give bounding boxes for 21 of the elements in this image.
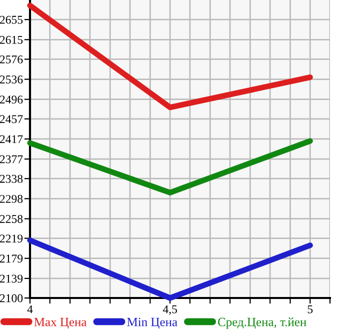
x-tick-label: 4	[27, 305, 33, 314]
y-tick-label: 2179	[0, 254, 23, 263]
x-tick-label: 4,5	[162, 305, 177, 315]
y-tick-label: 2655	[0, 16, 23, 24]
y-tick-label: 2100	[0, 294, 23, 302]
y-tick-label: 2219	[0, 234, 23, 243]
y-tick-label: 2377	[0, 155, 23, 164]
y-tick-label: 2615	[0, 36, 23, 44]
legend-label: Сред.Цена, т.йен	[218, 318, 306, 329]
y-tick-label: 2536	[0, 76, 23, 84]
y-tick-label: 2496	[0, 96, 23, 104]
legend-label: Min Цена	[127, 318, 178, 329]
y-tick-label: 2258	[0, 214, 23, 223]
y-tick-label: 2338	[0, 174, 23, 183]
y-tick-label: 2417	[0, 135, 23, 144]
y-tick-label: 2576	[0, 55, 23, 64]
y-tick-label: 2139	[0, 274, 23, 283]
y-tick-label: 2298	[0, 194, 23, 203]
x-tick-label: 5	[308, 305, 313, 314]
legend-label: Max Цена	[34, 318, 87, 329]
y-tick-label: 2457	[0, 115, 23, 124]
